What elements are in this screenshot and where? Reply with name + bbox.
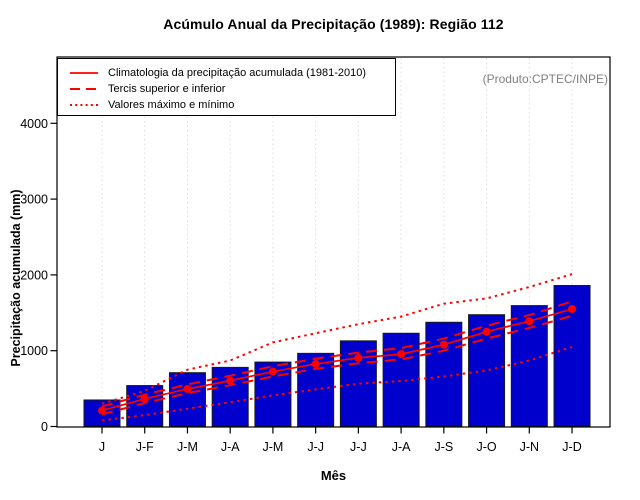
climatology-point	[397, 350, 406, 359]
series-line-dashed	[101, 314, 573, 416]
x-axis-title: Mês	[320, 468, 347, 483]
climatology-point	[183, 384, 192, 393]
legend-item-label: Valores máximo e mínimo	[108, 98, 235, 111]
solid-line-icon	[70, 71, 98, 74]
x-tick-label: J	[99, 440, 105, 454]
series-line-dotted	[101, 273, 573, 405]
x-tick-label: J-M	[177, 440, 198, 454]
chart-legend: Climatologia da precipitação acumulada (…	[57, 58, 396, 116]
bar	[510, 305, 548, 427]
x-tick-label: J-J	[307, 440, 324, 454]
series-line-dotted	[101, 345, 573, 422]
x-tick-label: J-S	[434, 440, 453, 454]
x-tick-label: J-D	[562, 440, 581, 454]
climatology-point	[568, 305, 577, 314]
dashed-line-icon	[70, 87, 98, 90]
x-tick-label: J-O	[476, 440, 496, 454]
legend-item-tercis: Tercis superior e inferior	[69, 81, 391, 96]
legend-item-label: Tercis superior e inferior	[108, 82, 226, 95]
x-tick-label: J-M	[263, 440, 284, 454]
product-watermark: (Produto:CPTEC/INPE)	[482, 72, 608, 86]
climatology-point	[439, 340, 448, 349]
series-line-dashed	[101, 300, 573, 408]
y-tick-label: 3000	[20, 193, 48, 207]
y-tick-label: 2000	[20, 268, 48, 282]
legend-item-label: Climatologia da precipitação acumulada (…	[108, 66, 367, 79]
climatology-point	[525, 317, 534, 326]
climatology-point	[268, 367, 277, 376]
x-tick-label: J-A	[392, 440, 411, 454]
legend-item-climatology: Climatologia da precipitação acumulada (…	[69, 65, 391, 80]
y-tick-label: 1000	[20, 344, 48, 358]
bar	[339, 340, 377, 428]
plot-border	[56, 56, 611, 428]
x-tick-label: J-J	[350, 440, 367, 454]
climatology-point	[98, 406, 106, 415]
x-tick-label: J-N	[520, 440, 539, 454]
climatology-point	[226, 376, 235, 385]
dotted-line-icon	[70, 103, 98, 106]
page-title: Acúmulo Anual da Precipitação (1989): Re…	[163, 16, 504, 32]
bar	[168, 372, 206, 428]
climatology-point	[140, 394, 149, 403]
x-tick-label: J-F	[136, 440, 154, 454]
series-line-solid	[101, 308, 573, 412]
climatology-point	[482, 327, 491, 336]
legend-item-maxmin: Valores máximo e mínimo	[69, 97, 391, 112]
y-tick-label: 0	[41, 420, 48, 434]
x-tick-label: J-A	[221, 440, 240, 454]
climatology-point	[311, 359, 320, 368]
y-tick-label: 4000	[20, 117, 48, 131]
climatology-point	[354, 353, 363, 362]
